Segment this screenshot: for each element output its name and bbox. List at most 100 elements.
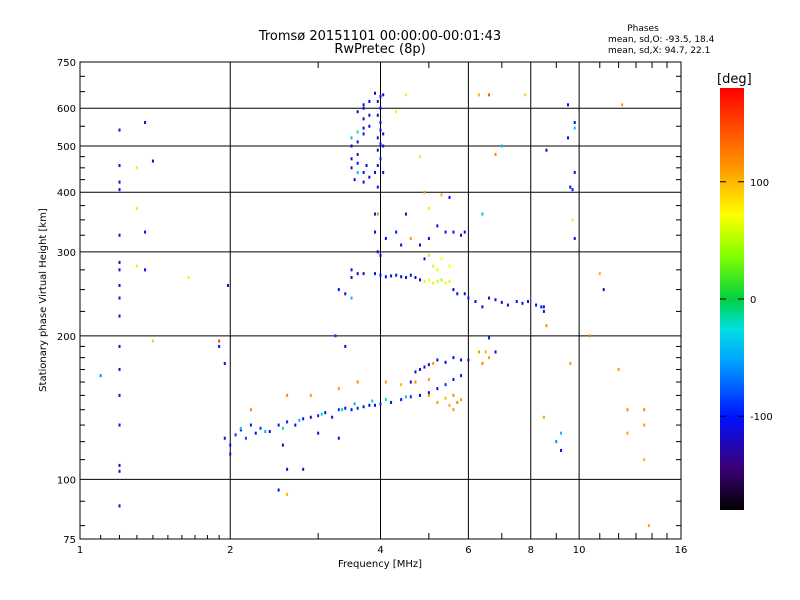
data-point — [481, 305, 484, 309]
data-point — [356, 406, 359, 410]
data-point — [444, 396, 447, 400]
data-point — [432, 281, 435, 285]
data-point — [452, 408, 455, 412]
data-point — [374, 272, 377, 276]
data-point — [368, 113, 371, 117]
data-point — [286, 492, 289, 496]
data-point — [376, 99, 379, 103]
data-point — [302, 417, 305, 421]
data-point — [409, 273, 412, 277]
data-point — [400, 383, 403, 387]
data-point — [419, 393, 422, 397]
data-point — [405, 93, 408, 97]
data-point — [118, 260, 121, 264]
data-point — [309, 393, 312, 397]
phases-x-stats: mean, sd,X: 94.7, 22.1 — [608, 46, 710, 56]
data-point — [494, 152, 497, 156]
chart-title: Tromsø 20151101 00:00:00-00:01:43 — [258, 29, 501, 44]
data-point — [436, 268, 439, 272]
data-point — [244, 436, 247, 440]
data-point — [400, 275, 403, 279]
data-point — [494, 298, 497, 302]
data-point — [432, 361, 435, 365]
data-point — [494, 350, 497, 354]
data-point — [436, 358, 439, 362]
data-point — [379, 253, 382, 257]
data-point — [277, 488, 280, 492]
data-point — [218, 344, 221, 348]
data-point — [229, 452, 232, 456]
data-point — [344, 344, 347, 348]
data-point — [560, 431, 563, 435]
data-point — [647, 524, 650, 528]
data-point — [362, 103, 365, 107]
data-point — [567, 103, 570, 107]
data-point — [324, 411, 327, 415]
data-point — [440, 257, 443, 261]
data-point — [286, 420, 289, 424]
data-point — [427, 278, 430, 282]
y-tick-label: 400 — [57, 188, 76, 199]
colorbar-tick-label: 100 — [750, 178, 769, 189]
data-point — [643, 423, 646, 427]
data-point — [382, 132, 385, 136]
data-point — [151, 159, 154, 163]
data-point — [376, 113, 379, 117]
data-point — [571, 218, 574, 222]
data-point — [573, 170, 576, 174]
data-point — [400, 398, 403, 402]
data-point — [118, 233, 121, 237]
data-point — [460, 398, 463, 402]
data-point — [368, 175, 371, 179]
data-point — [598, 272, 601, 276]
data-point — [356, 170, 359, 174]
data-point — [286, 393, 289, 397]
data-point — [356, 130, 359, 134]
data-point — [467, 358, 470, 362]
data-point — [118, 296, 121, 300]
data-point — [467, 296, 470, 300]
data-point — [309, 415, 312, 419]
x-tick-label: 6 — [465, 545, 471, 556]
data-point — [356, 380, 359, 384]
data-point — [135, 166, 138, 170]
data-point — [488, 93, 491, 97]
data-point — [452, 393, 455, 397]
x-tick-label: 8 — [528, 545, 534, 556]
chart-subtitle: RwPretec (8p) — [334, 42, 425, 57]
data-point — [569, 185, 572, 189]
data-point — [350, 136, 353, 140]
data-point — [643, 458, 646, 462]
data-point — [379, 128, 382, 132]
data-point — [376, 185, 379, 189]
data-point — [362, 405, 365, 409]
data-point — [99, 374, 102, 378]
data-point — [427, 206, 430, 210]
data-point — [419, 367, 422, 371]
data-point — [356, 152, 359, 156]
data-point — [436, 279, 439, 283]
data-point — [337, 408, 340, 412]
data-point — [419, 155, 422, 159]
data-points — [99, 91, 650, 528]
data-point — [448, 403, 451, 407]
data-point — [382, 170, 385, 174]
data-point — [374, 91, 377, 95]
data-point — [423, 365, 426, 369]
data-point — [302, 467, 305, 471]
data-point — [448, 279, 451, 283]
data-point — [626, 431, 629, 435]
data-point — [118, 164, 121, 168]
data-point — [427, 391, 430, 395]
data-point — [344, 292, 347, 296]
data-point — [488, 336, 491, 340]
phases-title: Phases — [627, 24, 659, 34]
data-point — [374, 170, 377, 174]
data-point — [384, 398, 387, 402]
data-point — [334, 334, 337, 338]
data-point — [395, 230, 398, 234]
data-point — [356, 161, 359, 165]
data-point — [488, 296, 491, 300]
data-point — [617, 367, 620, 371]
data-point — [621, 103, 624, 107]
